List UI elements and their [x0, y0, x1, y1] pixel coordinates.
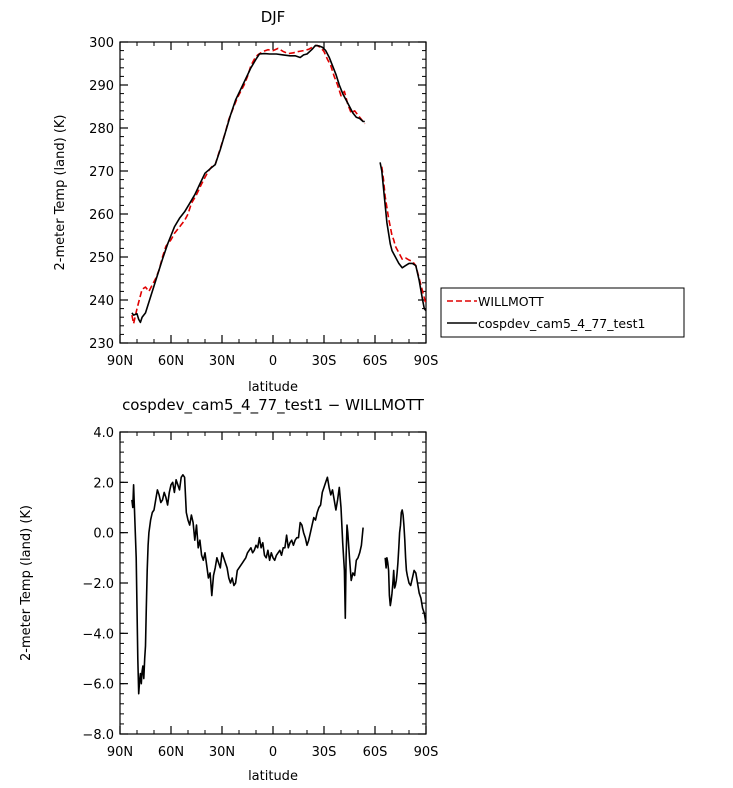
- top-y-tick-label: 230: [89, 337, 114, 352]
- top-y-tick-label: 270: [89, 165, 114, 180]
- top-y-axis-label: 2-meter Temp (land) (K): [53, 115, 68, 271]
- legend-label: cospdev_cam5_4_77_test1: [478, 316, 645, 331]
- bottom-x-tick-label: 90S: [414, 745, 439, 760]
- bottom-y-tick-label: 0.0: [93, 527, 114, 542]
- top-x-tick-label: 30N: [209, 354, 235, 369]
- top-y-tick-label: 250: [89, 251, 114, 266]
- top-series-line-willmott: [131, 44, 366, 325]
- top-series-line-cospdev-cam5-4-77-test1: [131, 44, 365, 324]
- top-y-tick-label: 290: [89, 79, 114, 94]
- top-x-tick-label: 60S: [363, 354, 388, 369]
- bottom-chart-title: cospdev_cam5_4_77_test1 − WILLMOTT: [122, 396, 425, 415]
- top-x-tick-label: 0: [269, 354, 277, 369]
- top-plot-frame: [119, 41, 427, 344]
- top-x-tick-label: 30S: [312, 354, 337, 369]
- top-y-tick-label: 300: [89, 36, 114, 51]
- bottom-y-axis-label: 2-meter Temp (land) (K): [19, 505, 34, 661]
- bottom-x-tick-label: 30N: [209, 745, 235, 760]
- top-x-axis-label: latitude: [248, 380, 298, 395]
- bottom-plot-frame: [119, 431, 427, 735]
- bottom-x-tick-label: 60S: [363, 745, 388, 760]
- bottom-y-tick-label: 2.0: [93, 476, 114, 491]
- bottom-y-tick-label: −4.0: [82, 627, 114, 642]
- bottom-series-line-difference: [131, 474, 364, 695]
- bottom-x-tick-label: 60N: [158, 745, 184, 760]
- top-x-tick-label: 60N: [158, 354, 184, 369]
- bottom-x-tick-label: 0: [269, 745, 277, 760]
- bottom-y-tick-label: −8.0: [82, 728, 114, 743]
- bottom-y-tick-label: 4.0: [93, 426, 114, 441]
- top-chart-title: DJF: [261, 8, 286, 26]
- legend-label: WILLMOTT: [478, 294, 544, 309]
- top-series-line-cospdev-cam5-4-77-test1: [379, 162, 427, 312]
- legend-box: [440, 287, 685, 338]
- top-y-tick-label: 240: [89, 294, 114, 309]
- bottom-y-tick-label: −6.0: [82, 678, 114, 693]
- bottom-x-tick-label: 90N: [107, 745, 133, 760]
- bottom-panel: cospdev_cam5_4_77_test1 − WILLMOTT 90N 60N…: [19, 396, 438, 784]
- top-y-tick-label: 260: [89, 208, 114, 223]
- top-x-tick-label: 90N: [107, 354, 133, 369]
- top-y-tick-label: 280: [89, 122, 114, 137]
- bottom-series-line-difference: [384, 509, 427, 624]
- top-x-tick-label: 90S: [414, 354, 439, 369]
- top-panel: DJF 90N 60N 30N 0 30S 60S 90S 230 240 250 260 270 280…: [53, 8, 685, 395]
- bottom-x-axis-label: latitude: [248, 769, 298, 784]
- bottom-x-tick-label: 30S: [312, 745, 337, 760]
- bottom-y-tick-label: −2.0: [82, 577, 114, 592]
